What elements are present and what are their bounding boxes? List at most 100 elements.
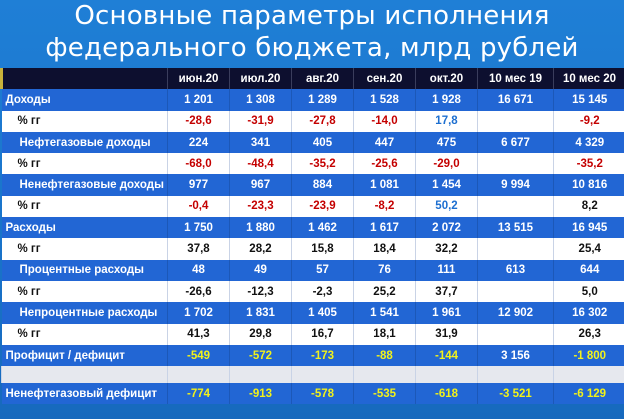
table-row: % гг 41,3 29,8 16,7 18,1 31,9 26,3 [1,323,624,345]
value-cell: 224 [167,131,230,154]
value-cell: 1 528 [353,89,416,111]
row-label: Непроцентные расходы [1,302,168,324]
table-row: Нефтегазовые доходы 224 341 405 447 475 6 677 4… [1,131,624,154]
value-cell: 884 [291,174,354,196]
value-cell: -31,9 [229,110,292,132]
value-cell: -535 [353,383,416,405]
column-header-oct20: окт.20 [415,68,478,90]
value-cell: 29,8 [229,323,292,345]
value-cell: 32,2 [415,238,478,260]
spacer-cell [477,366,554,384]
row-label: Процентные расходы [1,259,168,281]
value-cell: 6 677 [477,131,554,154]
table-row: Ненефтегазовый дефицит -774 -913 -578 -535 -6… [1,383,624,405]
value-cell: 1 081 [353,174,416,196]
value-cell: 405 [291,131,354,154]
column-header-10m19: 10 мес 19 [477,68,554,90]
table-row: % гг -0,4 -23,3 -23,9 -8,2 50,2 8,2 [1,195,624,218]
spacer-cell [291,366,354,384]
value-cell: 48 [167,259,230,281]
value-cell: 41,3 [167,323,230,345]
value-cell [477,280,554,303]
value-cell: -88 [353,344,416,367]
table-row: Профицит / дефицит -549 -572 -173 -88 -144 3 1… [1,344,624,367]
value-cell: 15 145 [553,89,624,111]
value-cell: 37,8 [167,238,230,260]
value-cell: 1 750 [167,217,230,239]
value-cell: 26,3 [553,323,624,345]
value-cell: -9,2 [553,110,624,132]
value-cell: -8,2 [353,195,416,218]
value-cell: 37,7 [415,280,478,303]
value-cell: 16 671 [477,89,554,111]
value-cell: 25,2 [353,280,416,303]
column-header-aug20: авг.20 [291,68,354,90]
value-cell: 447 [353,131,416,154]
value-cell: 1 928 [415,89,478,111]
value-cell: 2 072 [415,217,478,239]
value-cell: 8,2 [553,195,624,218]
value-cell [477,110,554,132]
value-cell: -6 129 [553,383,624,405]
value-cell: -578 [291,383,354,405]
value-cell: 3 156 [477,344,554,367]
value-cell: 1 462 [291,217,354,239]
table-row: % гг -26,6 -12,3 -2,3 25,2 37,7 5,0 [1,280,624,303]
value-cell: 12 902 [477,302,554,324]
table-header-row: июн.20 июл.20 авг.20 сен.20 окт.20 10 ме… [0,68,624,90]
value-cell: -25,6 [353,153,416,175]
value-cell: 76 [353,259,416,281]
value-cell: 4 329 [553,131,624,154]
value-cell: -913 [229,383,292,405]
value-cell: 1 201 [167,89,230,111]
table-row: % гг 37,8 28,2 15,8 18,4 32,2 25,4 [1,238,624,260]
value-cell: 10 816 [553,174,624,196]
value-cell: -29,0 [415,153,478,175]
row-label: Ненефтегазовые доходы [1,174,168,196]
slide-title: Основные параметры исполнения федерально… [0,0,624,64]
value-cell: -1 800 [553,344,624,367]
table-row: Ненефтегазовые доходы 977 967 884 1 081 1 454… [1,174,624,196]
value-cell: 1 617 [353,217,416,239]
value-cell: 1 289 [291,89,354,111]
value-cell: -3 521 [477,383,554,405]
row-label: Нефтегазовые доходы [1,131,168,154]
row-label: % гг [1,195,168,218]
table-row: % гг -28,6 -31,9 -27,8 -14,0 17,8 -9,2 [1,110,624,132]
value-cell: 17,8 [415,110,478,132]
value-cell: 977 [167,174,230,196]
spacer-cell [415,366,478,384]
value-cell: -35,2 [291,153,354,175]
value-cell: 25,4 [553,238,624,260]
table-row: % гг -68,0 -48,4 -35,2 -25,6 -29,0 -35,2 [1,153,624,175]
value-cell: 49 [229,259,292,281]
value-cell: -12,3 [229,280,292,303]
row-label: % гг [1,153,168,175]
slide-title-line1: Основные параметры исполнения [74,1,550,31]
row-label: % гг [1,280,168,303]
table-row: Процентные расходы 48 49 57 76 111 613 644 [1,259,624,281]
value-cell: 5,0 [553,280,624,303]
spacer-cell [229,366,292,384]
value-cell: -549 [167,344,230,367]
value-cell: 13 515 [477,217,554,239]
value-cell: 1 961 [415,302,478,324]
column-header-10m20: 10 мес 20 [553,68,624,90]
table-row: Непроцентные расходы 1 702 1 831 1 405 1 541… [1,302,624,324]
value-cell: 1 880 [229,217,292,239]
slide-title-line2: федерального бюджета, млрд рублей [45,33,579,63]
value-cell: 31,9 [415,323,478,345]
value-cell: 1 702 [167,302,230,324]
value-cell [477,195,554,218]
value-cell: 644 [553,259,624,281]
value-cell: 9 994 [477,174,554,196]
value-cell: -144 [415,344,478,367]
value-cell: 16,7 [291,323,354,345]
column-header-label [0,68,168,90]
table-row: Расходы 1 750 1 880 1 462 1 617 2 072 13 515 16… [1,217,624,239]
value-cell: -35,2 [553,153,624,175]
spacer-cell [167,366,230,384]
value-cell: -0,4 [167,195,230,218]
value-cell: -618 [415,383,478,405]
value-cell: 341 [229,131,292,154]
